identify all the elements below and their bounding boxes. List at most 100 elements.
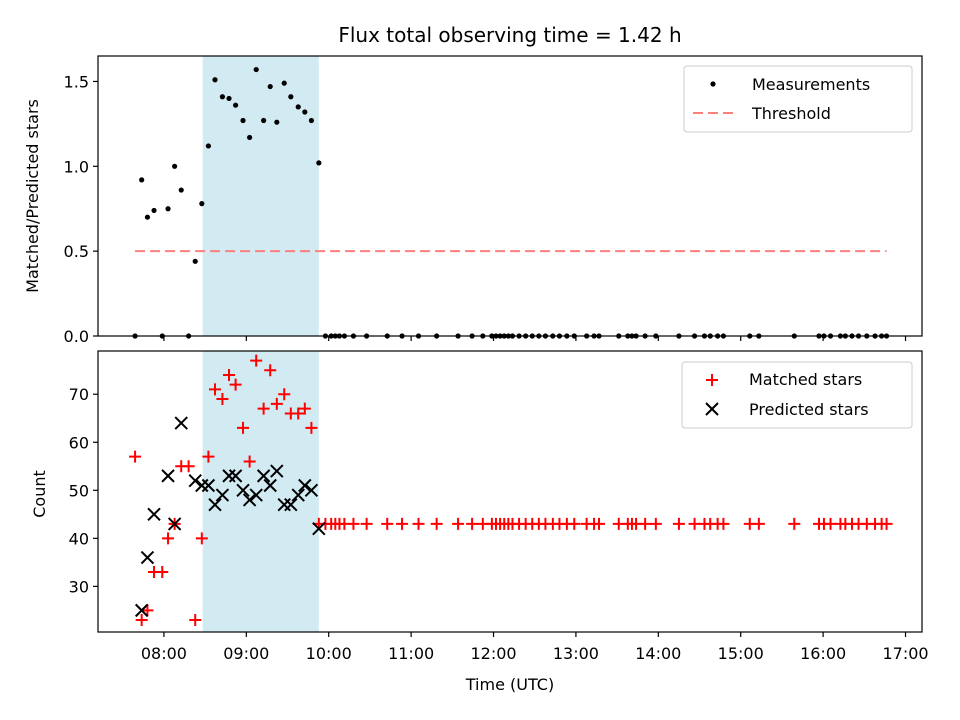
measurement-point bbox=[281, 80, 287, 86]
top-axes-frame bbox=[97, 55, 923, 337]
measurement-point bbox=[219, 94, 226, 100]
measurement-point bbox=[274, 119, 280, 125]
top-y-tick-label: 1.5 bbox=[64, 72, 89, 91]
predicted-star-point bbox=[304, 483, 319, 498]
bottom-x-ticks: 08:00 09:00 10:00 11:00 12:00 13:00 14:00 15:00… bbox=[141, 632, 929, 663]
x-tick-label: 12:00 bbox=[470, 644, 516, 663]
legend-threshold-label: Threshold bbox=[751, 104, 831, 123]
bottom-y-tick-label: 30 bbox=[69, 577, 89, 596]
measurement-point bbox=[192, 258, 198, 264]
measurement-point bbox=[178, 187, 184, 193]
top-y-tick-label: 0.5 bbox=[64, 242, 89, 261]
bottom-y-ticks: 30 40 50 60 70 bbox=[69, 385, 98, 596]
predicted-star-point bbox=[236, 483, 250, 498]
matched-star-point bbox=[298, 402, 311, 415]
matched-star-point bbox=[264, 364, 277, 377]
top-x-ticks bbox=[163, 336, 907, 341]
matched-star-point bbox=[129, 450, 142, 463]
matched-star-point bbox=[237, 421, 250, 434]
predicted-star-point bbox=[312, 522, 326, 536]
predicted-star-point bbox=[270, 464, 284, 478]
measurement-point bbox=[308, 117, 315, 124]
predicted-star-point bbox=[256, 469, 271, 483]
matched-star-point bbox=[243, 455, 256, 468]
matched-star-point bbox=[788, 517, 801, 530]
matched-star-point bbox=[717, 517, 730, 530]
measurement-point bbox=[226, 95, 232, 102]
measurement-point bbox=[212, 77, 218, 83]
x-tick-label: 08:00 bbox=[141, 644, 187, 663]
bottom-y-tick-label: 50 bbox=[69, 481, 89, 500]
matched-star-point bbox=[195, 532, 208, 545]
x-tick-label: 11:00 bbox=[388, 644, 434, 663]
bottom-panel: 08:00 09:00 10:00 11:00 12:00 13:00 14:00 15:00… bbox=[30, 350, 929, 694]
matched-star-point bbox=[412, 517, 425, 530]
predicted-star-point bbox=[201, 478, 216, 493]
x-tick-label: 16:00 bbox=[800, 644, 846, 663]
matched-star-point bbox=[381, 517, 394, 530]
matched-star-point bbox=[156, 565, 169, 578]
bottom-axes-frame bbox=[97, 350, 923, 633]
matched-star-point bbox=[189, 613, 202, 626]
measurement-point bbox=[199, 201, 205, 207]
measurement-point bbox=[240, 117, 246, 124]
matched-star-point bbox=[430, 517, 443, 530]
legend-measurements-marker bbox=[710, 81, 716, 87]
predicted-star-point bbox=[228, 469, 243, 483]
measurement-point bbox=[144, 214, 151, 220]
matched-star-point bbox=[672, 517, 685, 530]
bottom-y-tick-label: 60 bbox=[69, 433, 89, 452]
matched-star-point bbox=[270, 397, 283, 410]
predicted-star-point bbox=[249, 488, 263, 502]
matched-star-point bbox=[135, 613, 148, 626]
predicted-star-point bbox=[147, 507, 161, 522]
matched-star-point bbox=[592, 517, 605, 530]
bottom-y-tick-label: 40 bbox=[69, 529, 89, 548]
predicted-star-point bbox=[215, 488, 230, 502]
matched-star-point bbox=[452, 517, 465, 530]
bottom-y-tick-label: 70 bbox=[69, 385, 89, 404]
top-y-ticks: 0.0 0.5 1.0 1.5 bbox=[64, 72, 98, 346]
matched-star-point bbox=[880, 517, 893, 530]
matched-star-point bbox=[141, 604, 154, 617]
measurement-point bbox=[165, 206, 171, 212]
top-legend: Measurements Threshold bbox=[683, 65, 913, 133]
predicted-star-point bbox=[208, 498, 222, 512]
predicted-star-point bbox=[242, 493, 257, 507]
matched-star-point bbox=[292, 407, 305, 420]
matched-star-point bbox=[466, 517, 479, 530]
predicted-stars-series bbox=[134, 416, 326, 618]
x-axis-label: Time (UTC) bbox=[465, 675, 554, 694]
predicted-star-point bbox=[167, 517, 182, 531]
matched-star-point bbox=[202, 450, 215, 463]
matched-star-point bbox=[639, 517, 652, 530]
matched-star-point bbox=[257, 402, 270, 415]
measurement-point bbox=[288, 94, 294, 100]
matched-star-point bbox=[649, 517, 662, 530]
bottom-legend-frame bbox=[681, 361, 913, 429]
measurement-point bbox=[205, 143, 212, 149]
predicted-star-point bbox=[140, 550, 155, 565]
matched-stars-series bbox=[129, 354, 893, 626]
top-shaded-interval bbox=[202, 56, 319, 336]
matched-star-point bbox=[162, 532, 175, 545]
measurement-point bbox=[295, 104, 301, 110]
measurement-point bbox=[139, 177, 145, 183]
matched-star-point bbox=[360, 517, 373, 530]
measurement-point bbox=[302, 109, 308, 115]
measurement-point bbox=[261, 117, 267, 124]
predicted-star-point bbox=[298, 478, 312, 493]
x-tick-label: 09:00 bbox=[223, 644, 269, 663]
legend-matched-label: Matched stars bbox=[749, 370, 862, 389]
matched-star-point bbox=[305, 421, 318, 434]
bottom-legend: Matched stars Predicted stars bbox=[681, 361, 913, 429]
x-tick-label: 10:00 bbox=[306, 644, 352, 663]
measurement-point bbox=[151, 207, 157, 214]
measurement-point bbox=[247, 134, 253, 141]
measurement-point bbox=[172, 163, 178, 169]
legend-predicted-marker bbox=[705, 402, 719, 416]
matched-star-point bbox=[216, 393, 229, 406]
matched-star-point bbox=[752, 517, 765, 530]
x-tick-label: 13:00 bbox=[553, 644, 599, 663]
x-tick-label: 17:00 bbox=[882, 644, 928, 663]
